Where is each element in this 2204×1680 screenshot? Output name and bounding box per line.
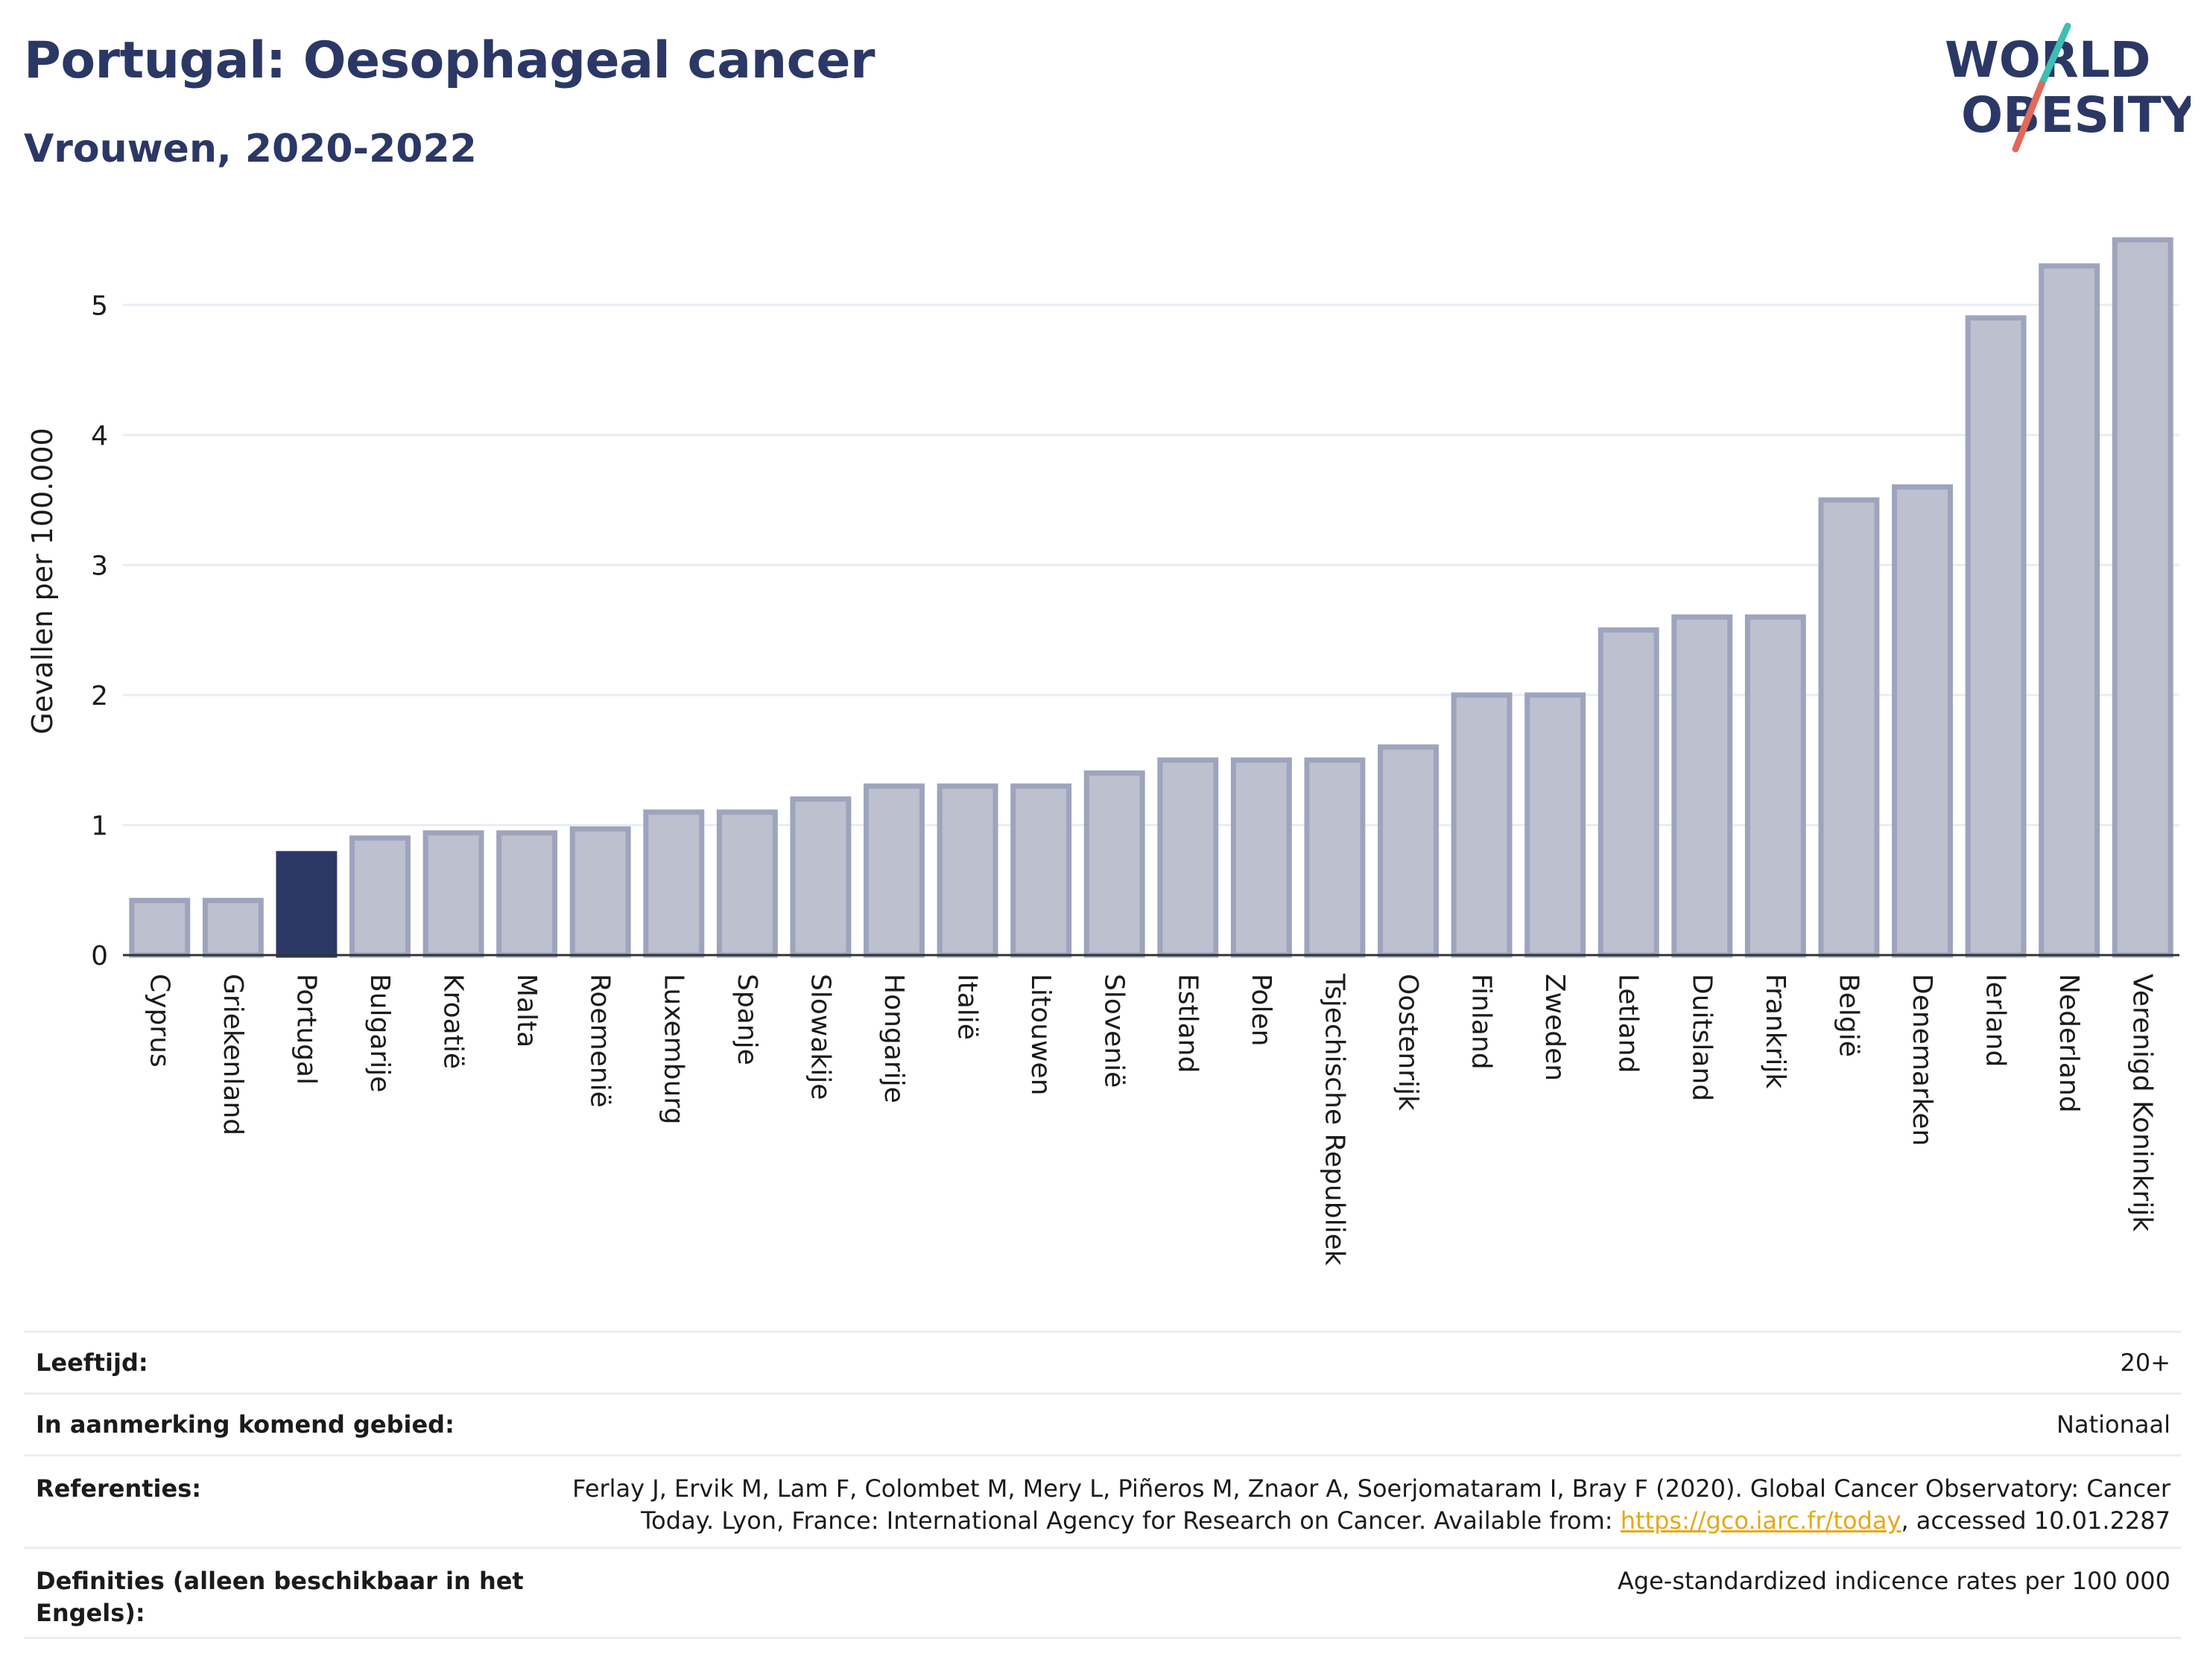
bar-slowakije bbox=[790, 796, 852, 958]
x-tick-label: Slowakije bbox=[805, 974, 835, 1100]
x-tick-label: Slovenië bbox=[1099, 974, 1130, 1088]
x-tick-label: Oostenrijk bbox=[1393, 974, 1423, 1111]
x-tick-label: Cyprus bbox=[144, 974, 174, 1068]
bar-kroati- bbox=[422, 830, 484, 958]
metadata-key: Definities (alleen beschikbaar in het En… bbox=[24, 1565, 524, 1629]
logo-line2: OBESITY bbox=[1961, 86, 2191, 144]
bar-hongarije bbox=[864, 783, 925, 958]
bar-letland bbox=[1597, 627, 1659, 958]
bar-belgi- bbox=[1818, 497, 1880, 958]
x-tick-label: Roemenië bbox=[585, 974, 615, 1108]
reference-line1: Ferlay J, Ervik M, Lam F, Colombet M, Me… bbox=[572, 1474, 2170, 1503]
bar-luxemburg bbox=[643, 809, 705, 958]
x-tick-label: Malta bbox=[511, 974, 542, 1047]
y-tick-label: 0 bbox=[91, 941, 108, 971]
reference-accessed: , accessed 10.01.2287 bbox=[1901, 1506, 2170, 1535]
x-tick-label: Spanje bbox=[732, 974, 762, 1065]
x-tick-label: Finland bbox=[1466, 974, 1497, 1070]
bar-litouwen bbox=[1010, 783, 1072, 958]
y-tick-label: 5 bbox=[91, 291, 108, 321]
x-tick-label: Polen bbox=[1246, 974, 1276, 1046]
bar-roemeni- bbox=[569, 826, 631, 958]
x-tick-label: Duitsland bbox=[1686, 974, 1717, 1101]
x-tick-label: Frankrijk bbox=[1760, 974, 1790, 1088]
bar-estland bbox=[1157, 757, 1219, 958]
bar-finland bbox=[1451, 692, 1513, 958]
x-tick-label: Tsjechische Republiek bbox=[1319, 973, 1349, 1266]
bar-malta bbox=[496, 830, 558, 958]
bar-bulgarije bbox=[349, 835, 411, 958]
x-tick-label: Denemarken bbox=[1907, 974, 1937, 1146]
definitions-key-line1: Definities (alleen beschikbaar in het bbox=[36, 1567, 524, 1595]
metadata-row-area: In aanmerking komend gebied: Nationaal bbox=[24, 1392, 2181, 1454]
logo-line1: WORLD bbox=[1945, 31, 2151, 89]
world-obesity-logo: WORLD OBESITY bbox=[1945, 22, 2191, 153]
bar-cyprus bbox=[129, 898, 191, 958]
x-tick-label: Italië bbox=[952, 974, 983, 1040]
bar-ierland bbox=[1965, 315, 2027, 958]
x-tick-label: Estland bbox=[1172, 974, 1203, 1073]
metadata-key: Referenties: bbox=[36, 1474, 202, 1503]
x-tick-label: Letland bbox=[1613, 974, 1644, 1073]
x-tick-label: Griekenland bbox=[218, 974, 248, 1135]
reference-link[interactable]: https://gco.iarc.fr/today bbox=[1620, 1506, 1901, 1535]
x-tick-label: Luxemburg bbox=[658, 974, 688, 1124]
page-subtitle: Vrouwen, 2020-2022 bbox=[24, 127, 477, 171]
y-axis-label: Gevallen per 100.000 bbox=[26, 428, 59, 735]
metadata-key: Leeftijd: bbox=[36, 1348, 148, 1377]
bar-duitsland bbox=[1671, 614, 1733, 958]
bar-portugal bbox=[276, 851, 338, 958]
bar-itali- bbox=[937, 783, 998, 958]
metadata-value: Nationaal bbox=[2056, 1410, 2170, 1439]
x-tick-label: Verenigd Koninkrijk bbox=[2127, 974, 2158, 1232]
bar-verenigd-koninkrijk bbox=[2112, 237, 2173, 958]
bar-spanje bbox=[716, 809, 778, 958]
metadata-value: Ferlay J, Ervik M, Lam F, Colombet M, Me… bbox=[572, 1473, 2181, 1537]
y-tick-label: 1 bbox=[91, 811, 108, 841]
x-tick-label: België bbox=[1833, 974, 1863, 1057]
x-tick-label: Ierland bbox=[1980, 974, 2011, 1067]
x-tick-label: Bulgarije bbox=[364, 974, 395, 1092]
definitions-key-line2: Engels): bbox=[36, 1599, 145, 1627]
bar-polen bbox=[1230, 757, 1292, 958]
bar-oostenrijk bbox=[1378, 744, 1439, 958]
y-tick-label: 3 bbox=[91, 551, 108, 581]
metadata-value: 20+ bbox=[2120, 1348, 2170, 1377]
y-tick-label: 4 bbox=[91, 421, 108, 451]
bar-nederland bbox=[2039, 263, 2100, 958]
x-tick-label: Hongarije bbox=[878, 974, 909, 1103]
x-tick-label: Zweden bbox=[1539, 974, 1570, 1081]
bar-denemarken bbox=[1892, 484, 1953, 958]
x-tick-label: Kroatië bbox=[438, 974, 469, 1069]
x-tick-label: Portugal bbox=[291, 974, 321, 1085]
reference-line2: Today. Lyon, France: International Agenc… bbox=[572, 1505, 2170, 1537]
bar-griekenland bbox=[202, 898, 264, 958]
bar-chart: 0 1 2 3 4 5 Cyprus Griekenland Portugal Bulgarij… bbox=[26, 237, 2179, 1266]
bar-tsjechische-republiek bbox=[1304, 757, 1366, 958]
metadata-key: In aanmerking komend gebied: bbox=[36, 1410, 455, 1439]
reference-text: Today. Lyon, France: International Agenc… bbox=[641, 1506, 1621, 1535]
x-tick-label: Litouwen bbox=[1025, 974, 1056, 1095]
logo-slash-teal bbox=[2038, 22, 2071, 88]
bar-frankrijk bbox=[1744, 614, 1806, 958]
metadata-row-definitions: Definities (alleen beschikbaar in het En… bbox=[24, 1547, 2181, 1639]
bar-sloveni- bbox=[1083, 770, 1145, 958]
y-tick-label: 2 bbox=[91, 681, 108, 711]
metadata-value: Age-standardized indicence rates per 100… bbox=[1617, 1567, 2170, 1595]
metadata-row-references: Referenties: Ferlay J, Ervik M, Lam F, C… bbox=[24, 1454, 2181, 1547]
bar-zweden bbox=[1524, 692, 1586, 958]
metadata-row-age: Leeftijd: 20+ bbox=[24, 1331, 2181, 1392]
x-tick-label: Nederland bbox=[2053, 974, 2084, 1113]
metadata-table: Leeftijd: 20+ In aanmerking komend gebie… bbox=[24, 1331, 2181, 1639]
logo-slash-coral bbox=[2012, 80, 2045, 153]
page-title: Portugal: Oesophageal cancer bbox=[24, 31, 875, 90]
